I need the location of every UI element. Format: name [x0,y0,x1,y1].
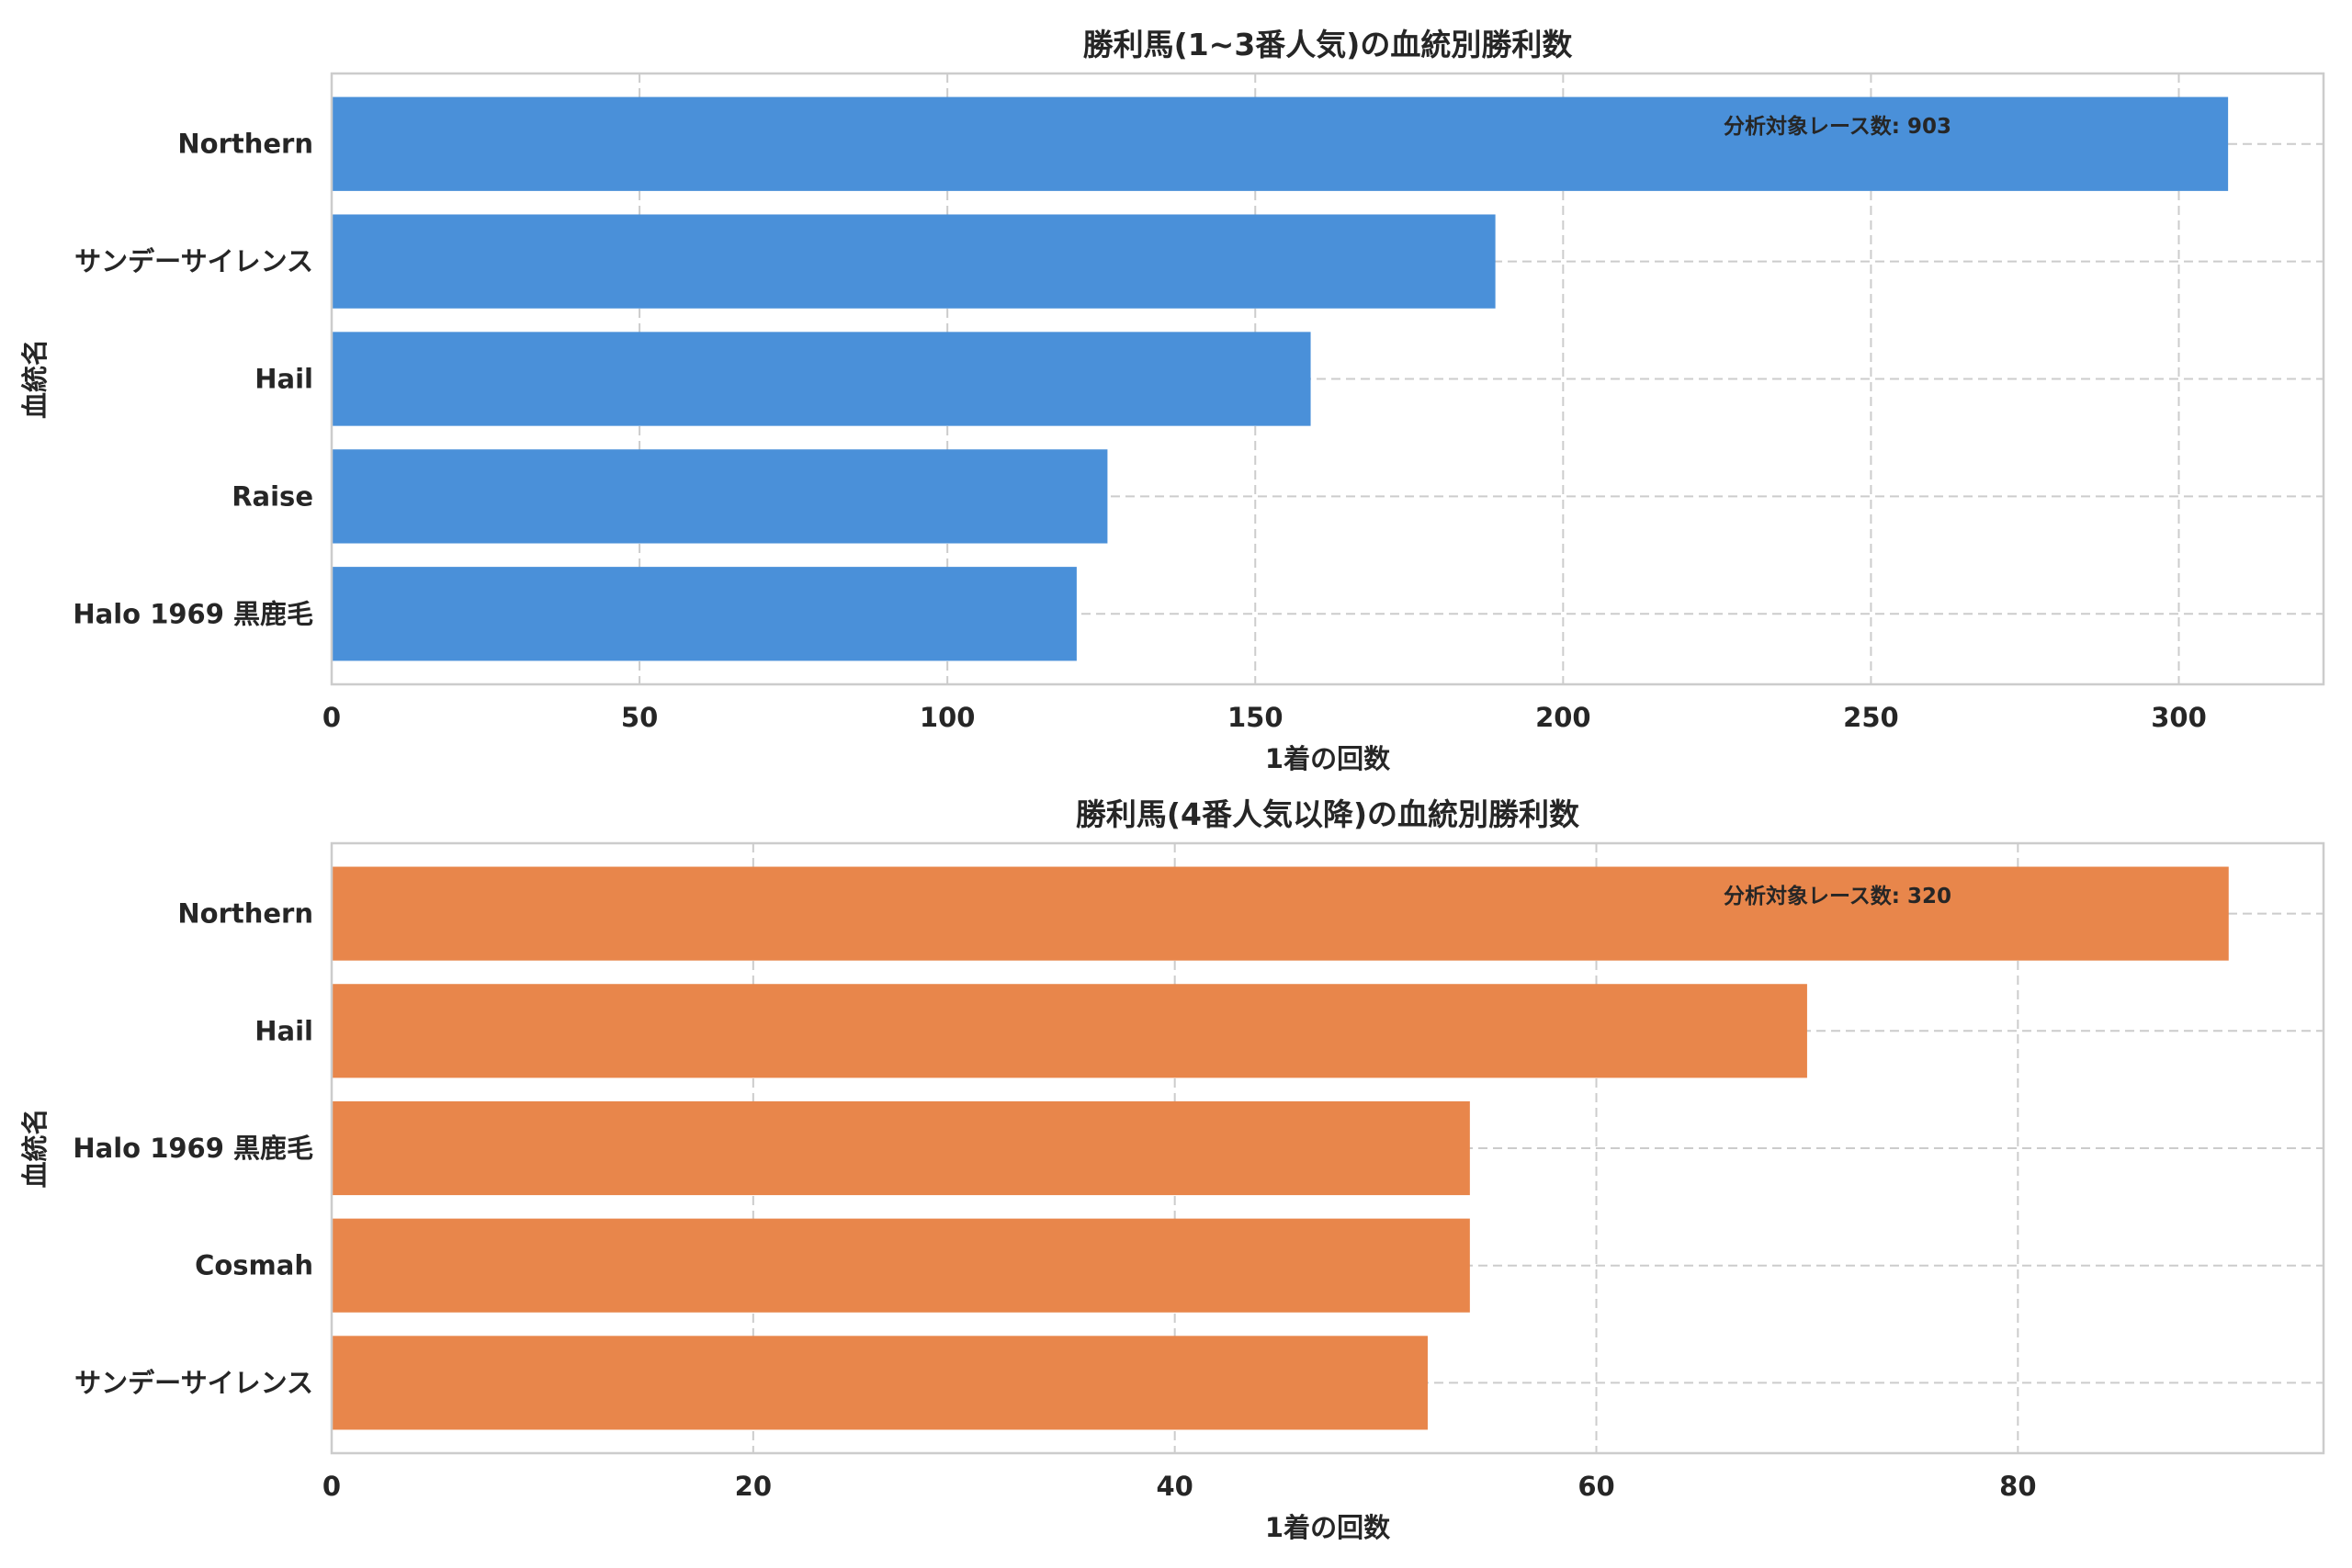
bar [332,1100,1470,1196]
y-tick-label: Cosmah [195,1250,313,1281]
y-tick-label: サンデーサイレンス [74,246,313,277]
x-tick-label: 100 [920,702,976,733]
y-tick-label: Northern [177,898,313,930]
x-tick-label: 250 [1843,702,1899,733]
x-tick-label: 50 [621,702,658,733]
x-tick-label: 60 [1577,1471,1614,1502]
y-tick-label: Hail [254,364,313,395]
x-tick-label: 300 [2151,702,2207,733]
bar [332,1218,1470,1313]
y-tick-label: Halo 1969 黒鹿毛 [73,598,313,629]
y-tick-label: サンデーサイレンス [74,1367,313,1398]
y-axis-label: 血統名 [19,1108,51,1188]
annotation-race-count: 分析対象レース数: 903 [1724,114,1951,139]
annotation-race-count: 分析対象レース数: 320 [1724,884,1951,908]
bar [332,866,2229,961]
chart-title: 勝利馬(1~3番人気)の血統別勝利数 [1083,27,1574,62]
bar [332,449,1108,544]
y-tick-label: Northern [177,129,313,160]
x-tick-label: 0 [322,1471,341,1502]
axes-frame [330,841,2325,1455]
x-tick-label: 20 [735,1471,772,1502]
x-tick-label: 80 [1999,1471,2036,1502]
x-tick-label: 200 [1535,702,1591,733]
x-axis-label: 1着の回数 [1265,1512,1391,1543]
x-tick-label: 150 [1227,702,1283,733]
bar [332,332,1311,426]
bar [332,984,1807,1078]
x-tick-label: 40 [1156,1471,1193,1502]
y-tick-label: Hail [254,1015,313,1046]
bar [332,1336,1428,1430]
chart-panel-1: 0 50 100 150 200 250 300 Halo 1969 黒鹿毛 Raise Hail… [19,27,2325,774]
y-tick-label: Raise [232,480,313,512]
x-axis-label: 1着の回数 [1265,743,1391,774]
chart-panel-2: 0 20 40 60 80 サンデーサイレンス Cosmah Halo 1969 黒鹿毛 Hai… [19,796,2325,1543]
x-tick-label: 0 [322,702,341,733]
bar [332,214,1496,309]
bar [332,96,2229,191]
chart-title: 勝利馬(4番人気以降)の血統別勝利数 [1076,796,1580,832]
axes-frame [330,72,2325,686]
y-axis-label: 血統名 [19,339,51,419]
y-tick-label: Halo 1969 黒鹿毛 [73,1133,313,1164]
bar [332,567,1077,661]
